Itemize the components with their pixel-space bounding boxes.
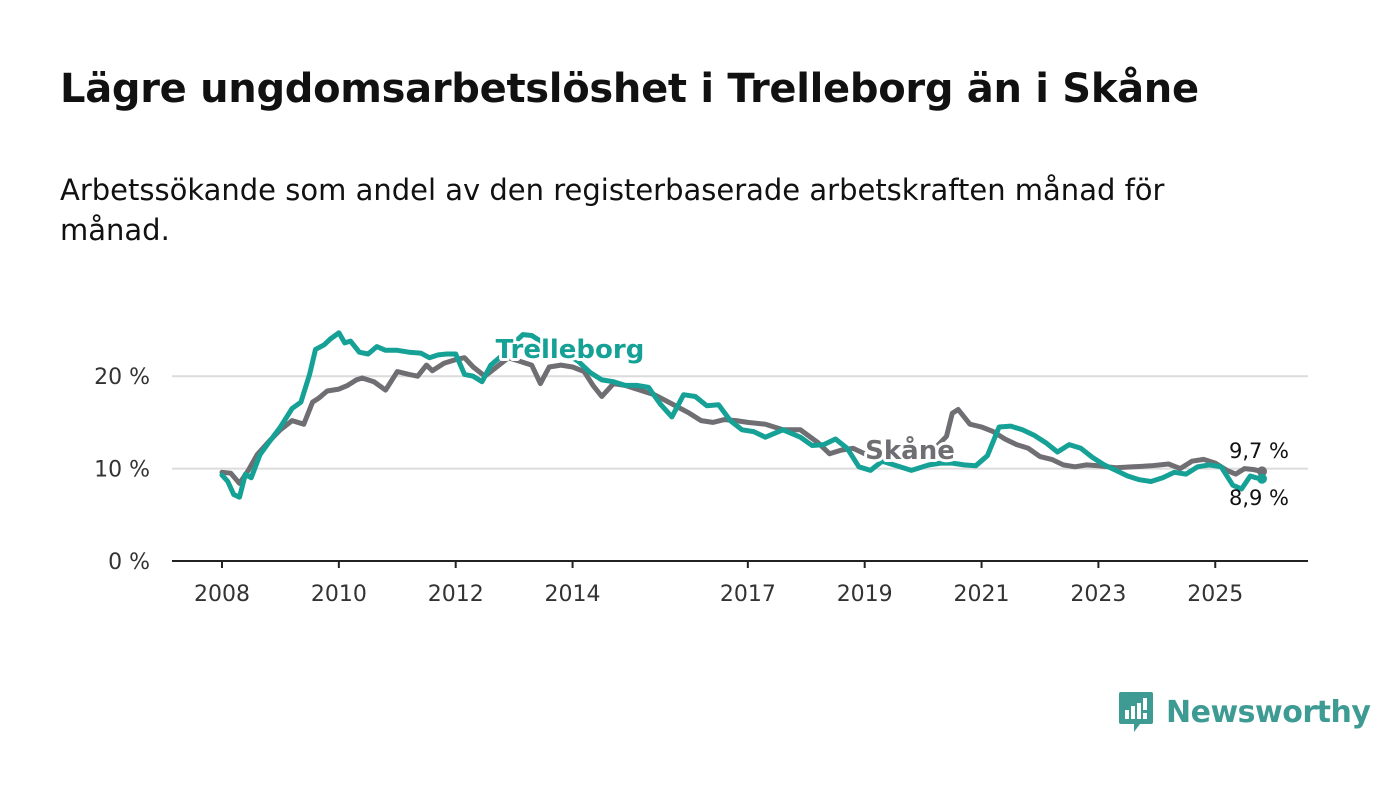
x-tick-label: 2012	[428, 582, 484, 607]
end-value-label: 8,9 %	[1229, 486, 1289, 510]
x-tick-label: 2021	[954, 582, 1010, 607]
series-lines	[219, 330, 1267, 500]
series-label-trelleborg: Trelleborg	[496, 335, 645, 365]
chart-subtitle: Arbetssökande som andel av den registerb…	[60, 173, 1165, 247]
x-tick-label: 2017	[720, 582, 776, 607]
series-labels: Skåne 9,7 % Trelleborg 8,9 %	[493, 332, 1289, 510]
end-value-label: 9,7 %	[1229, 439, 1289, 463]
bar-chart-speech-icon	[1119, 692, 1153, 732]
y-tick-label: 0 %	[108, 550, 150, 575]
y-axis-ticks: 0 % 10 % 20 %	[94, 365, 150, 575]
series-label-skane: Skåne	[865, 434, 955, 466]
x-tick-label: 2008	[194, 582, 250, 607]
y-tick-label: 10 %	[94, 458, 150, 483]
chart-title: Lägre ungdomsarbetslöshet i Trelleborg ä…	[60, 66, 1199, 112]
x-tick-label: 2014	[545, 582, 601, 607]
x-tick-label: 2023	[1070, 582, 1126, 607]
brand-logo: Newsworthy	[1118, 690, 1371, 734]
x-tick-label: 2010	[311, 582, 367, 607]
y-tick-label: 20 %	[94, 365, 150, 390]
series-line-skne	[219, 355, 1265, 486]
series-endpoint	[1257, 466, 1267, 477]
brand-name: Newsworthy	[1166, 694, 1371, 730]
x-axis-ticks: 2008 2010 2012 2014 2017 2019 2021 2023 2025	[194, 561, 1243, 607]
series-line-trelleborg	[219, 330, 1265, 500]
x-tick-label: 2019	[837, 582, 893, 607]
series-endpoint	[1257, 473, 1267, 484]
x-tick-label: 2025	[1187, 582, 1243, 607]
